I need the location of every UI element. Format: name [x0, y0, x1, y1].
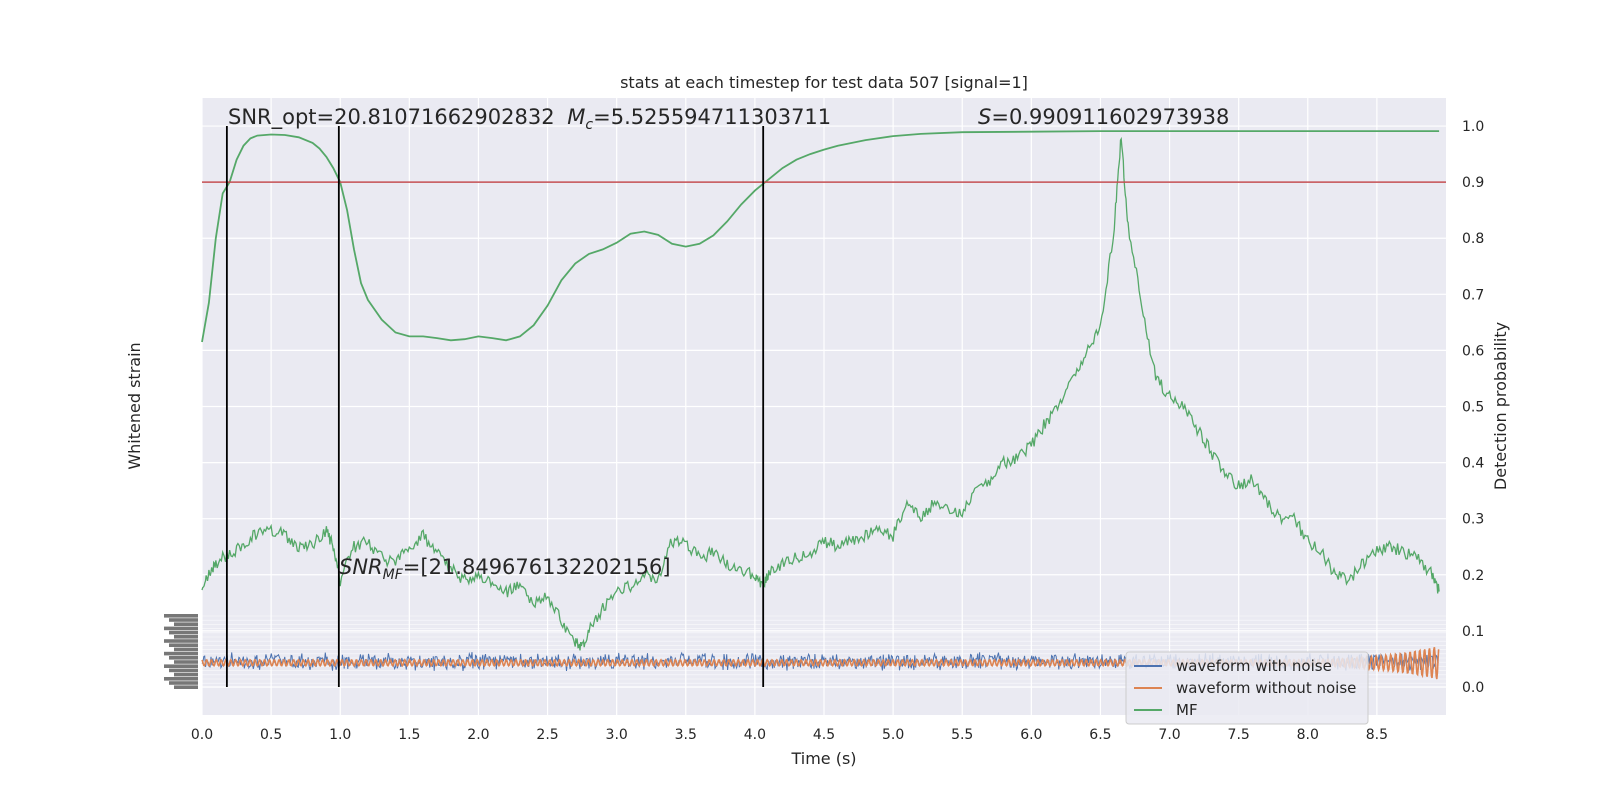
x-tick-label: 4.5: [813, 727, 835, 743]
chart-title: stats at each timestep for test data 507…: [620, 73, 1028, 92]
strain-tick-label-mark: [164, 639, 198, 643]
mf-snr-trace-line: [201, 136, 1440, 651]
strain-tick-label-mark: [174, 685, 198, 689]
x-tick-label: 3.0: [606, 727, 628, 743]
y-tick-label-right: 0.5: [1462, 400, 1484, 416]
legend-label-noise: waveform with noise: [1176, 657, 1332, 675]
strain-tick-label-mark: [164, 664, 198, 668]
strain-tick-label-mark: [169, 681, 198, 685]
detection-probability-line: [201, 130, 1440, 343]
legend-label-clean: waveform without noise: [1176, 679, 1356, 697]
x-tick-label: 5.0: [882, 727, 904, 743]
strain-tick-label-mark: [169, 668, 198, 673]
x-tick-label: 1.5: [398, 727, 420, 743]
y-axis-label-left: Whitened strain: [125, 342, 144, 469]
strain-tick-label-mark: [174, 622, 198, 626]
y-tick-label-right: 0.3: [1462, 512, 1484, 528]
strain-tick-label-mark: [174, 635, 198, 639]
y-tick-label-right: 0.4: [1462, 456, 1484, 472]
x-tick-label: 2.5: [536, 727, 558, 743]
x-tick-label: 5.5: [951, 727, 973, 743]
y-tick-label-right: 0.8: [1462, 231, 1484, 247]
x-axis-label: Time (s): [790, 749, 856, 768]
legend-box: [1125, 651, 1369, 725]
x-tick-label: 3.5: [675, 727, 697, 743]
x-tick-label: 7.5: [1228, 727, 1250, 743]
y-tick-label-right: 0.1: [1462, 624, 1484, 640]
x-tick-label: 0.0: [191, 727, 213, 743]
y-tick-label-right: 0.7: [1462, 287, 1484, 303]
annotation-s: S=0.990911602973938: [978, 105, 1229, 129]
strain-tick-label-mark: [169, 630, 198, 635]
strain-tick-label-mark: [174, 672, 198, 677]
strain-tick-label-mark: [164, 677, 198, 681]
strain-tick-label-mark: [164, 626, 198, 631]
y-tick-label-right: 0.6: [1462, 343, 1484, 359]
annotation-snr-opt-mc: SNR_opt=20.81071662902832 Mc=5.525594711…: [228, 105, 831, 133]
y-tick-label-right: 1.0: [1462, 119, 1484, 135]
x-tick-label: 1.0: [329, 727, 351, 743]
strain-tick-label-mark: [174, 660, 198, 664]
strain-tick-label-mark: [169, 643, 198, 647]
y-tick-label-right: 0.9: [1462, 175, 1484, 191]
y-tick-label-right: 0.2: [1462, 568, 1484, 584]
legend: waveform with noise waveform without noi…: [1125, 651, 1369, 725]
legend-label-mf: MF: [1176, 701, 1198, 719]
overlay: [202, 126, 1446, 687]
x-tick-label: 8.0: [1297, 727, 1319, 743]
y-axis-label-right: Detection probability: [1491, 322, 1510, 490]
y-tick-label-right: 0.0: [1462, 680, 1484, 696]
x-tick-label: 4.0: [744, 727, 766, 743]
x-tick-label: 2.0: [467, 727, 489, 743]
x-tick-label: 6.0: [1020, 727, 1042, 743]
x-tick-label: 0.5: [260, 727, 282, 743]
annotation-snr-mf: SNRMF=[21.849676132202156]: [339, 555, 671, 583]
strain-tick-label-mark: [169, 618, 198, 622]
x-tick-label: 6.5: [1089, 727, 1111, 743]
strain-tick-label-mark: [164, 651, 198, 656]
x-tick-label: 8.5: [1366, 727, 1388, 743]
strain-tick-label-mark: [169, 656, 198, 660]
strain-tick-label-mark: [164, 614, 198, 618]
strain-tick-label-mark: [174, 647, 198, 652]
x-tick-label: 7.0: [1158, 727, 1180, 743]
axis-tick-labels: 0.0 0.5 1.0 1.5 2.0 2.5 3.0 3.5 4.0 4.5 5.0 5.5 6.0 6…: [191, 119, 1484, 743]
